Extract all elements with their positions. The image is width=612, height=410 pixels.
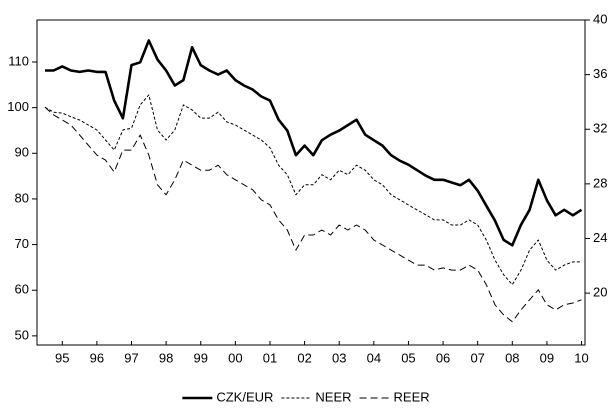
series-line — [44, 94, 582, 286]
x-tick-label: 02 — [297, 350, 311, 365]
x-tick-label: 06 — [436, 350, 450, 365]
y2-tick-label: 20 — [593, 285, 607, 300]
y-tick-label: 100 — [7, 99, 29, 114]
y2-tick-label: 24 — [593, 230, 607, 245]
x-tick-label: 10 — [574, 350, 588, 365]
y-tick-label: 80 — [15, 190, 29, 205]
x-tick-label: 07 — [470, 350, 484, 365]
legend-label: REER — [394, 389, 430, 404]
y-tick-label: 60 — [15, 282, 29, 297]
x-tick-label: 09 — [540, 350, 554, 365]
y-tick-label: 70 — [15, 236, 29, 251]
x-tick-label: 05 — [401, 350, 415, 365]
y2-tick-label: 40 — [593, 11, 607, 26]
x-tick-label: 97 — [124, 350, 138, 365]
x-tick-label: 99 — [194, 350, 208, 365]
series-line — [44, 106, 582, 323]
x-tick-label: 03 — [332, 350, 346, 365]
x-tick-label: 00 — [228, 350, 242, 365]
y-tick-label: 50 — [15, 327, 29, 342]
x-tick-label: 95 — [55, 350, 69, 365]
y-tick-label: 110 — [8, 53, 29, 68]
y2-tick-label: 28 — [593, 175, 607, 190]
series-line — [45, 39, 583, 247]
x-tick-label: 96 — [90, 350, 104, 365]
x-tick-label: 04 — [367, 350, 381, 365]
y-tick-label: 90 — [15, 145, 29, 160]
x-tick-label: 08 — [505, 350, 519, 365]
y2-tick-label: 36 — [593, 66, 607, 81]
legend-label: CZK/EUR — [216, 389, 273, 404]
x-tick-label: 01 — [263, 350, 277, 365]
legend-label: NEER — [315, 389, 351, 404]
x-tick-label: 98 — [159, 350, 173, 365]
y2-tick-label: 32 — [593, 121, 607, 136]
plot-frame — [36, 19, 586, 346]
